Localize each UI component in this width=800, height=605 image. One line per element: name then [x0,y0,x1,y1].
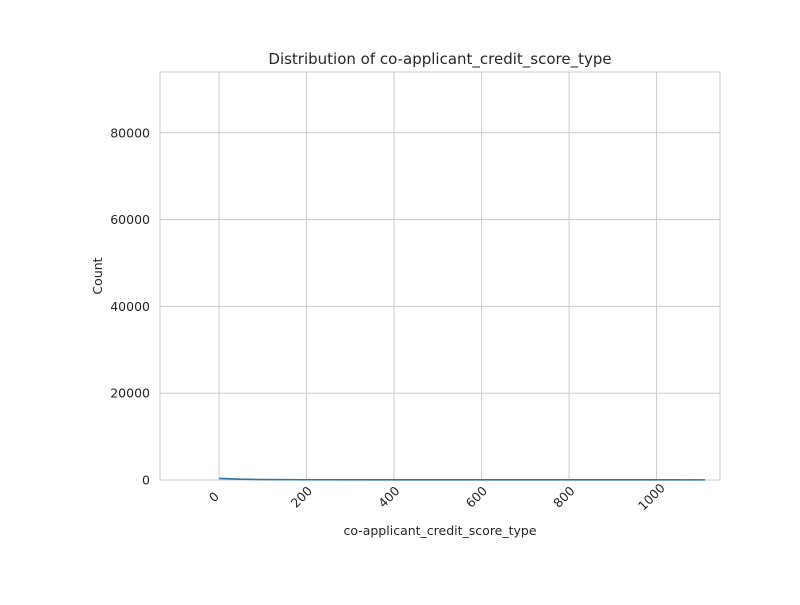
y-axis-label: Count [90,257,105,294]
y-tick-label: 0 [142,473,150,488]
x-tick-label: 600 [463,483,491,511]
chart-title: Distribution of co-applicant_credit_scor… [268,50,611,69]
x-tick-label: 1000 [635,480,668,513]
tick-layer: 0 200 400 600 800 1000 0 20000 40000 60000 80000 [110,125,668,513]
x-axis-label: co-applicant_credit_score_type [343,523,536,538]
series-layer [219,477,706,481]
grid-layer [160,72,720,481]
x-tick-label: 800 [550,483,578,511]
kde-line [219,477,706,481]
x-tick-label: 400 [375,483,403,511]
y-tick-label: 20000 [110,386,150,401]
y-tick-label: 40000 [110,299,150,314]
y-tick-label: 80000 [110,125,150,140]
x-tick-label: 0 [206,489,222,505]
x-tick-label: 200 [288,483,316,511]
y-tick-label: 60000 [110,212,150,227]
